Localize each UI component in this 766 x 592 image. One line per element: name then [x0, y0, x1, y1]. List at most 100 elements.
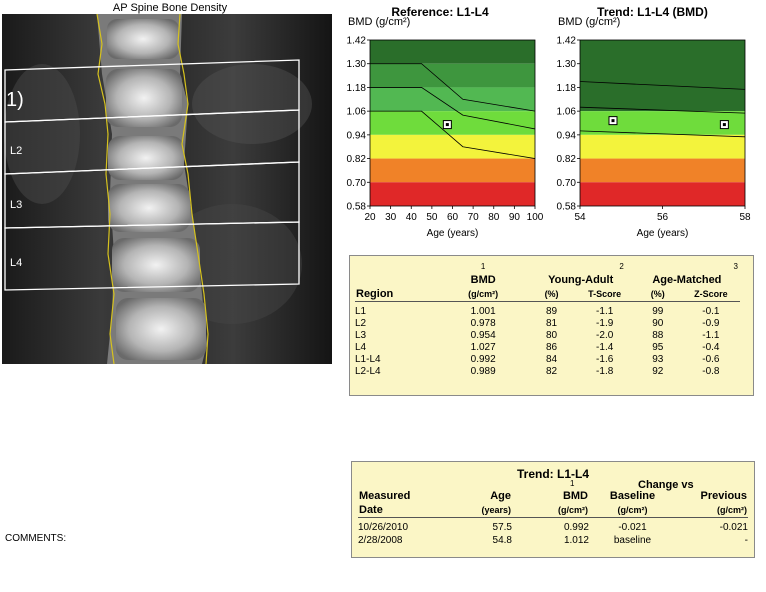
results-region-header: Region — [356, 288, 394, 300]
reference-reference-curve — [370, 63, 536, 112]
baseline-change-cell: -0.021 — [618, 521, 647, 533]
results-row: L2-L4 0.989 82 -1.8 92 -0.8 — [355, 366, 740, 378]
trend-ytick-label: 0.94 — [557, 130, 577, 141]
results-table-box: 1 2 3 BMD Young-Adult Age-Matched Region… — [349, 255, 754, 396]
reference-ytick-label: 1.30 — [347, 59, 367, 70]
results-young-adult-header: Young-Adult — [548, 274, 614, 286]
tscore-cell: -1.4 — [596, 341, 614, 353]
ya-pct-cell: 81 — [546, 317, 558, 329]
scan-label-l3: L3 — [10, 199, 22, 211]
reference-xtick-label: 60 — [447, 212, 459, 223]
previous-change-cell: - — [744, 534, 748, 546]
scan-label-l2: L2 — [10, 145, 22, 157]
bmd-cell: 0.954 — [470, 329, 496, 341]
trend-change-vs: Change vs — [638, 479, 694, 491]
results-row: L2 0.978 81 -1.9 90 -0.9 — [355, 318, 740, 330]
region-cell: L1-L4 — [355, 353, 381, 365]
trend-bmd-unit: (g/cm²) — [558, 505, 588, 515]
bmd-cell: 1.001 — [470, 305, 496, 317]
trend-data-point-dot — [722, 123, 726, 127]
reference-band — [370, 87, 535, 112]
results-note-1: 1 — [480, 262, 486, 271]
date-cell: 10/26/2010 — [358, 521, 409, 533]
region-cell: L2 — [355, 317, 367, 329]
results-row: L3 0.954 80 -2.0 88 -1.1 — [355, 330, 740, 342]
zscore-cell: -0.1 — [702, 305, 720, 317]
trend-data-point-dot — [611, 119, 615, 123]
reference-xtick-label: 20 — [364, 212, 376, 223]
reference-band — [370, 182, 535, 206]
region-cell: L4 — [355, 341, 367, 353]
comments-label: COMMENTS: — [5, 533, 67, 544]
tscore-cell: -1.8 — [596, 365, 614, 377]
zscore-cell: -0.9 — [702, 317, 720, 329]
reference-reference-curve — [370, 87, 536, 130]
reference-xtick-label: 30 — [385, 212, 397, 223]
reference-xtick-label: 80 — [488, 212, 500, 223]
results-note-2: 2 — [619, 262, 624, 271]
bmd-cell: 0.989 — [470, 365, 496, 377]
reference-band — [370, 111, 535, 135]
trend-xtick-label: 56 — [657, 212, 669, 223]
trend-previous-header: Previous — [700, 490, 747, 502]
tscore-cell: -1.9 — [596, 317, 614, 329]
bmd-cell: 0.992 — [563, 521, 589, 533]
trend-ytick-label: 1.18 — [557, 83, 577, 94]
trend-ytick-label: 1.06 — [557, 107, 577, 118]
spine-scan-image: 1) L2 L3 L4 — [2, 14, 332, 364]
region-cell: L1 — [355, 305, 367, 317]
reference-xtick-label: 50 — [426, 212, 438, 223]
reference-xtick-label: 90 — [509, 212, 521, 223]
bmd-cell: 1.027 — [470, 341, 496, 353]
results-zscore-header: Z-Score — [694, 289, 728, 299]
region-cell: L2-L4 — [355, 365, 381, 377]
zscore-cell: -0.4 — [702, 341, 720, 353]
trend-table-box: Trend: L1-L4 Change vs 1 Measured Age BM… — [351, 461, 755, 558]
results-row: L1-L4 0.992 84 -1.6 93 -0.6 — [355, 354, 740, 366]
trend-row: 10/26/2010 57.5 0.992 -0.021 -0.021 — [358, 522, 748, 535]
trend-xtick-label: 58 — [739, 212, 751, 223]
trend-band — [580, 40, 745, 112]
bmd-cell: 0.992 — [470, 353, 496, 365]
reference-chart-title: Reference: L1-L4 — [391, 5, 489, 19]
trend-table-title: Trend: L1-L4 — [516, 467, 589, 481]
reference-ytick-label: 0.82 — [347, 154, 367, 165]
trend-ytick-label: 1.42 — [557, 36, 577, 47]
reference-band — [370, 63, 535, 88]
ya-pct-cell: 84 — [546, 353, 558, 365]
zscore-cell: -0.6 — [702, 353, 720, 365]
reference-ytick-label: 0.58 — [347, 202, 367, 213]
trend-age-header: Age — [490, 490, 511, 502]
tscore-cell: -1.1 — [596, 305, 614, 317]
tscore-cell: -1.6 — [596, 353, 614, 365]
results-bmd-header: BMD — [470, 274, 496, 286]
am-pct-cell: 99 — [652, 305, 664, 317]
reference-data-point-dot — [445, 123, 449, 127]
trend-xlabel: Age (years) — [637, 228, 689, 239]
results-bmd-unit: (g/cm²) — [468, 289, 499, 299]
results-note-3: 3 — [733, 262, 738, 271]
age-cell: 54.8 — [492, 534, 512, 546]
trend-row: 2/28/2008 54.8 1.012 baseline - — [358, 535, 748, 548]
trend-measured-header: Measured — [359, 490, 411, 502]
trend-band — [580, 158, 745, 183]
results-row: L4 1.027 86 -1.4 95 -0.4 — [355, 342, 740, 354]
results-am-pct-header: (%) — [650, 289, 665, 299]
trend-date-header: Date — [359, 504, 383, 516]
zscore-cell: -0.8 — [702, 365, 720, 377]
reference-chart-ylabel: BMD (g/cm²) — [348, 16, 411, 28]
trend-bmd-header: BMD — [562, 490, 588, 502]
scan-title: AP Spine Bone Density — [112, 2, 228, 14]
am-pct-cell: 95 — [652, 341, 664, 353]
scan-label-l4: L4 — [10, 257, 22, 269]
trend-age-unit: (years) — [481, 505, 511, 515]
trend-baseline-unit: (g/cm²) — [617, 505, 648, 515]
trend-reference-curve — [579, 106, 746, 114]
trend-ytick-label: 0.70 — [557, 178, 577, 189]
reference-xtick-label: 70 — [468, 212, 480, 223]
age-cell: 57.5 — [492, 521, 512, 533]
reference-band — [370, 134, 535, 159]
region-cell: L3 — [355, 329, 367, 341]
trend-ytick-label: 1.30 — [557, 59, 577, 70]
